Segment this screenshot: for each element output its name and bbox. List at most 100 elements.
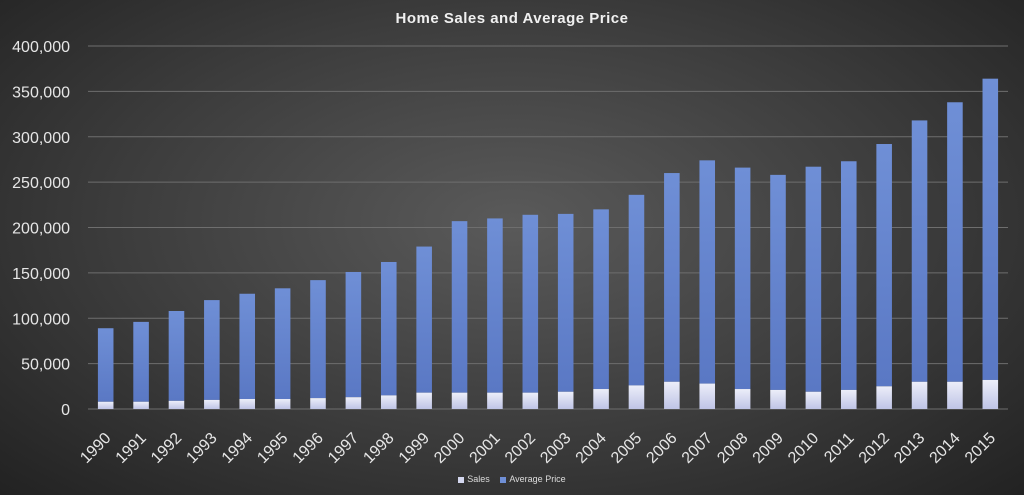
bar-sales xyxy=(345,397,362,409)
x-tick-label: 1992 xyxy=(148,430,185,467)
bar-sales xyxy=(628,385,645,409)
x-tick-label: 2009 xyxy=(750,430,787,467)
bar-average-price xyxy=(97,328,114,402)
bar-average-price xyxy=(310,280,326,399)
bar-average-price xyxy=(204,300,220,400)
bar-average-price xyxy=(274,288,291,400)
bar-average-price xyxy=(380,261,397,396)
bar-average-price xyxy=(593,209,609,390)
bar-sales xyxy=(168,400,185,409)
bar-sales xyxy=(876,386,892,409)
x-tick-label: 2013 xyxy=(891,430,928,467)
y-tick-label: 300,000 xyxy=(12,130,70,147)
legend: Sales Average Price xyxy=(0,474,1024,484)
bar-sales xyxy=(840,389,857,409)
legend-item-sales: Sales xyxy=(458,474,490,484)
bar-sales xyxy=(734,389,751,409)
x-tick-label: 1999 xyxy=(396,430,433,467)
x-tick-label: 1991 xyxy=(113,430,150,467)
legend-label-sales: Sales xyxy=(467,474,490,484)
bar-average-price xyxy=(664,173,680,382)
x-tick-label: 2005 xyxy=(608,430,645,467)
bar-average-price xyxy=(522,214,539,393)
grid-lines xyxy=(88,45,1008,410)
x-tick-label: 2014 xyxy=(927,430,964,467)
bar-average-price xyxy=(557,213,574,392)
bar-sales xyxy=(380,395,397,409)
x-tick-label: 2010 xyxy=(785,430,822,467)
x-tick-label: 2011 xyxy=(821,430,857,466)
bar-average-price xyxy=(168,310,185,401)
x-tick-label: 2006 xyxy=(643,430,680,467)
bar-average-price xyxy=(345,271,362,398)
x-tick-label: 2004 xyxy=(573,430,610,467)
bar-sales xyxy=(982,379,999,409)
x-tick-label: 1997 xyxy=(325,430,362,467)
bar-sales xyxy=(557,391,574,409)
x-tick-label: 1995 xyxy=(254,430,291,467)
legend-swatch-sales xyxy=(458,476,465,483)
bar-sales xyxy=(487,392,503,409)
bar-sales xyxy=(274,399,291,409)
bars xyxy=(97,78,999,409)
y-tick-label: 200,000 xyxy=(12,221,70,238)
x-tick-label: 2001 xyxy=(467,430,504,467)
bar-sales xyxy=(699,383,716,409)
bar-sales xyxy=(416,392,432,409)
bar-sales xyxy=(593,389,609,409)
x-tick-label: 1996 xyxy=(290,430,327,467)
x-tick-label: 2003 xyxy=(537,430,574,467)
bar-sales xyxy=(947,381,963,409)
x-tick-label: 2007 xyxy=(679,430,716,467)
x-axis: 1990199119921993199419951996199719981999… xyxy=(77,430,999,467)
bar-average-price xyxy=(734,167,751,390)
bar-sales xyxy=(133,401,149,409)
x-tick-label: 1994 xyxy=(219,430,256,467)
bar-average-price xyxy=(876,144,892,387)
y-tick-label: 150,000 xyxy=(12,266,70,283)
bar-sales xyxy=(911,381,928,409)
y-tick-label: 400,000 xyxy=(12,39,70,56)
bar-sales xyxy=(451,392,468,409)
bar-sales xyxy=(204,399,220,409)
bar-average-price xyxy=(911,120,928,382)
x-tick-label: 2002 xyxy=(502,430,539,467)
legend-label-average-price: Average Price xyxy=(509,474,566,484)
chart-title: Home Sales and Average Price xyxy=(395,10,629,27)
bar-average-price xyxy=(947,102,963,382)
y-tick-label: 50,000 xyxy=(21,357,70,374)
bar-average-price xyxy=(133,321,149,402)
bar-average-price xyxy=(840,161,857,390)
legend-swatch-average-price xyxy=(500,476,507,483)
y-tick-label: 0 xyxy=(61,402,70,419)
bar-average-price xyxy=(770,174,786,390)
bar-average-price xyxy=(699,160,716,384)
y-tick-label: 350,000 xyxy=(12,84,70,101)
x-tick-label: 2012 xyxy=(856,430,893,467)
x-tick-label: 1993 xyxy=(183,430,220,467)
bar-average-price xyxy=(805,166,822,392)
bar-sales xyxy=(522,392,539,409)
bar-average-price xyxy=(239,293,256,400)
bar-average-price xyxy=(487,218,503,393)
bar-average-price xyxy=(982,78,999,380)
bar-sales xyxy=(97,401,114,409)
bar-average-price xyxy=(628,194,645,386)
x-tick-label: 2015 xyxy=(962,430,999,467)
x-tick-label: 1998 xyxy=(360,430,397,467)
y-tick-label: 250,000 xyxy=(12,175,70,192)
bar-sales xyxy=(770,389,786,409)
y-tick-label: 100,000 xyxy=(12,311,70,328)
bar-sales xyxy=(664,381,680,409)
x-tick-label: 2000 xyxy=(431,430,468,467)
bar-average-price xyxy=(451,221,468,393)
legend-item-average-price: Average Price xyxy=(500,474,566,484)
x-tick-label: 1990 xyxy=(77,430,114,467)
bar-sales xyxy=(805,391,822,409)
y-axis: 0 50,000 100,000 150,000 200,000 250,000 300,0… xyxy=(12,39,70,419)
x-tick-label: 2008 xyxy=(714,430,751,467)
bar-sales xyxy=(239,399,256,409)
bar-average-price xyxy=(416,246,432,393)
bar-sales xyxy=(310,398,326,409)
